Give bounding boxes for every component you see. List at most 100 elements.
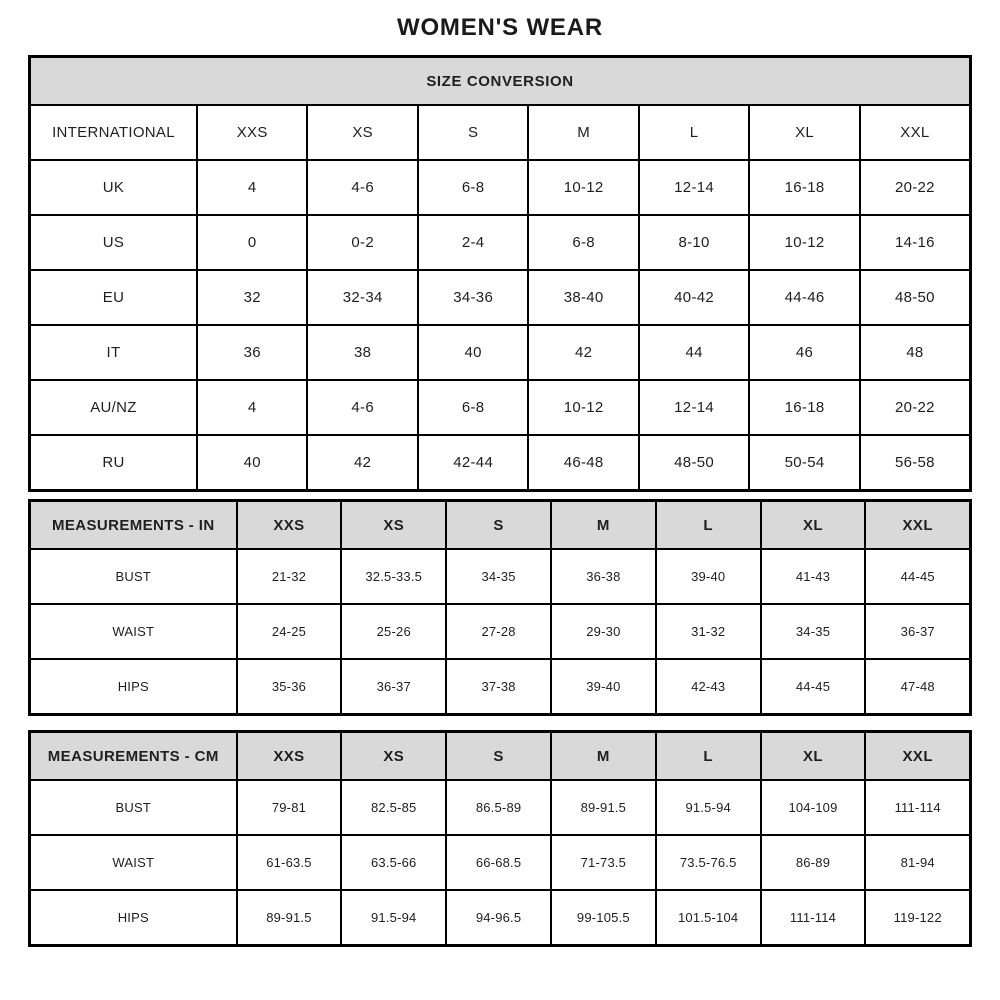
col-header-m: M (549, 499, 657, 550)
cell: 24-25 (235, 603, 343, 660)
cell: 119-122 (864, 889, 972, 947)
col-header-xxs: XXS (235, 730, 343, 781)
col-header-xxs: XXS (235, 499, 343, 550)
cell: 8-10 (637, 214, 751, 271)
cell: 73.5-76.5 (654, 834, 762, 891)
row-label-it: IT (28, 324, 198, 381)
cell: 89-91.5 (235, 889, 343, 947)
cell: 4 (195, 159, 309, 216)
cell: 12-14 (637, 159, 751, 216)
cell: 36-37 (340, 658, 448, 716)
cell: 82.5-85 (340, 779, 448, 836)
table-row: IT 36 38 40 42 44 46 48 (28, 324, 972, 381)
cell: 6-8 (416, 159, 530, 216)
col-header-s: S (416, 104, 530, 161)
cell: 4 (195, 379, 309, 436)
cell: 81-94 (864, 834, 972, 891)
col-header-xl: XL (759, 730, 867, 781)
table-title: SIZE CONVERSION (28, 55, 972, 106)
col-header-xs: XS (340, 730, 448, 781)
row-label-waist: WAIST (28, 603, 238, 660)
cell: 39-40 (654, 548, 762, 605)
cell: 94-96.5 (445, 889, 552, 947)
cell: 91.5-94 (654, 779, 762, 836)
cell: 20-22 (858, 159, 972, 216)
measurements-cm-table: MEASUREMENTS - CM XXS XS S M L XL XXL BU… (28, 730, 972, 947)
cell: 79-81 (235, 779, 343, 836)
col-header-xxs: XXS (195, 104, 309, 161)
cell: 66-68.5 (445, 834, 552, 891)
table-row: US 0 0-2 2-4 6-8 8-10 10-12 14-16 (28, 214, 972, 271)
cell: 34-35 (759, 603, 867, 660)
cell: 44-46 (748, 269, 861, 326)
row-label-bust: BUST (28, 779, 238, 836)
col-header-s: S (445, 499, 552, 550)
cell: 111-114 (759, 889, 867, 947)
cell: 36-37 (864, 603, 972, 660)
cell: 40 (416, 324, 530, 381)
cell: 16-18 (748, 159, 861, 216)
cell: 6-8 (416, 379, 530, 436)
cell: 86.5-89 (445, 779, 552, 836)
cell: 34-36 (416, 269, 530, 326)
cell: 21-32 (235, 548, 343, 605)
col-header-xl: XL (759, 499, 867, 550)
cell: 10-12 (527, 379, 640, 436)
cell: 38 (306, 324, 419, 381)
cell: 36-38 (549, 548, 657, 605)
cell: 25-26 (340, 603, 448, 660)
row-label-us: US (28, 214, 198, 271)
measurements-in-table: MEASUREMENTS - IN XXS XS S M L XL XXL BU… (28, 499, 972, 716)
cell: 32.5-33.5 (340, 548, 448, 605)
cell: 47-48 (864, 658, 972, 716)
cell: 36 (195, 324, 309, 381)
col-header-xs: XS (306, 104, 419, 161)
cell: 10-12 (527, 159, 640, 216)
cell: 2-4 (416, 214, 530, 271)
page-title: WOMEN'S WEAR (397, 14, 603, 41)
table-row: WAIST 61-63.5 63.5-66 66-68.5 71-73.5 73… (28, 834, 972, 891)
col-header-xl: XL (748, 104, 861, 161)
cell: 44-45 (759, 658, 867, 716)
cell: 27-28 (445, 603, 552, 660)
cell: 44-45 (864, 548, 972, 605)
row-label-uk: UK (28, 159, 198, 216)
col-header-xxl: XXL (864, 499, 972, 550)
cell: 42 (527, 324, 640, 381)
cell: 0 (195, 214, 309, 271)
row-label-hips: HIPS (28, 658, 238, 716)
cell: 29-30 (549, 603, 657, 660)
cell: 61-63.5 (235, 834, 343, 891)
table-row: HIPS 89-91.5 91.5-94 94-96.5 99-105.5 10… (28, 889, 972, 947)
column-header-row: MEASUREMENTS - IN XXS XS S M L XL XXL (28, 499, 972, 550)
table-row: UK 4 4-6 6-8 10-12 12-14 16-18 20-22 (28, 159, 972, 216)
cell: 99-105.5 (549, 889, 657, 947)
cell: 4-6 (306, 379, 419, 436)
cell: 48-50 (858, 269, 972, 326)
cell: 104-109 (759, 779, 867, 836)
cell: 48 (858, 324, 972, 381)
table-row: BUST 79-81 82.5-85 86.5-89 89-91.5 91.5-… (28, 779, 972, 836)
col-header-l: L (637, 104, 751, 161)
cell: 38-40 (527, 269, 640, 326)
cell: 10-12 (748, 214, 861, 271)
cell: 40-42 (637, 269, 751, 326)
cell: 63.5-66 (340, 834, 448, 891)
cell: 34-35 (445, 548, 552, 605)
cell: 101.5-104 (654, 889, 762, 947)
cell: 37-38 (445, 658, 552, 716)
col-header-s: S (445, 730, 552, 781)
cell: 12-14 (637, 379, 751, 436)
cell: 32 (195, 269, 309, 326)
col-header-xxl: XXL (864, 730, 972, 781)
row-label-waist: WAIST (28, 834, 238, 891)
cell: 20-22 (858, 379, 972, 436)
cell: 35-36 (235, 658, 343, 716)
col-header-l: L (654, 499, 762, 550)
cell: 56-58 (858, 434, 972, 492)
column-header-row: INTERNATIONAL XXS XS S M L XL XXL (28, 104, 972, 161)
cell: 0-2 (306, 214, 419, 271)
col-header-international: INTERNATIONAL (28, 104, 198, 161)
cell: 44 (637, 324, 751, 381)
row-label-bust: BUST (28, 548, 238, 605)
